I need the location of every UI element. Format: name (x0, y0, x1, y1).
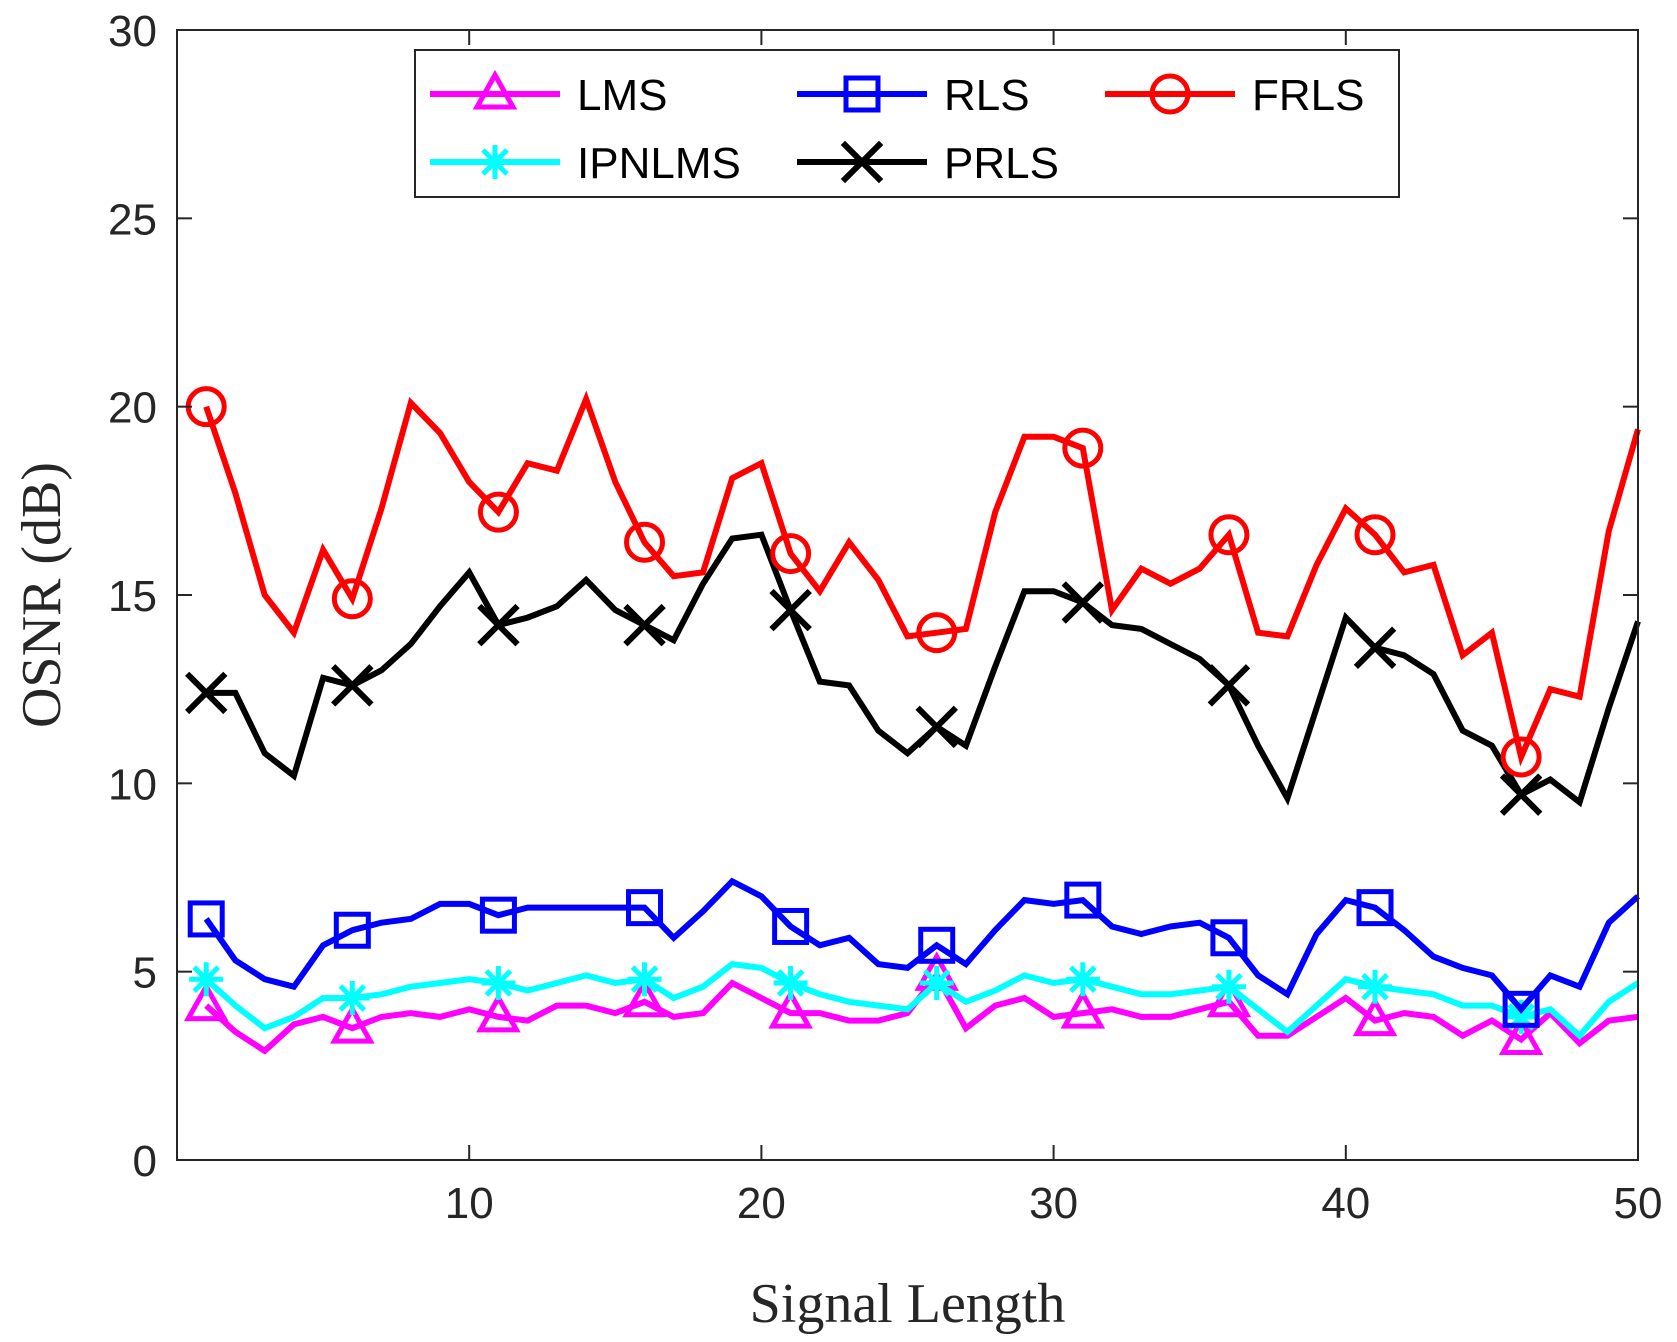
legend-item-ipnlms: IPNLMS (430, 139, 741, 188)
data-point-lms (1060, 989, 1106, 1029)
y-tick-label: 25 (108, 195, 157, 244)
axes: 10 20 30 40 50 0 5 10 15 20 25 30 (108, 7, 1662, 1228)
data-point-ipnlms (1065, 962, 1100, 997)
data-point-ipnlms (335, 981, 370, 1016)
series-prls (184, 531, 1641, 816)
legend-marker-lms (472, 69, 518, 110)
legend: LMS RLS FRLS IPNLMS PRLS (414, 49, 1400, 198)
legend-item-frls: FRLS (1105, 71, 1364, 120)
data-point-ipnlms (919, 965, 954, 1000)
data-point-frls (916, 612, 958, 654)
data-point-prls (1061, 581, 1105, 624)
series-line-ipnlms (204, 960, 1640, 1040)
data-point-frls (1062, 427, 1104, 469)
y-tick-label: 15 (108, 572, 157, 621)
data-point-rls (1210, 919, 1248, 957)
data-point-lms (622, 977, 667, 1018)
y-axis-title: OSNR (dB) (11, 462, 73, 728)
legend-item-prls: PRLS (797, 139, 1059, 188)
data-point-lms (476, 992, 521, 1033)
data-point-prls (477, 603, 520, 647)
series-ipnlms (189, 960, 1640, 1040)
data-point-rls (1064, 881, 1102, 919)
y-tick-label: 10 (108, 760, 157, 809)
data-point-prls (623, 603, 666, 647)
data-point-rls (918, 926, 956, 964)
series-rls (187, 877, 1641, 1028)
data-point-prls (1353, 626, 1397, 669)
x-axis-title: Signal Length (750, 1273, 1066, 1335)
data-point-prls (1499, 773, 1543, 816)
data-point-frls (1208, 514, 1250, 556)
x-tick-label: 40 (1321, 1179, 1370, 1228)
legend-label-ipnlms: IPNLMS (577, 139, 741, 188)
data-point-ipnlms (1211, 969, 1246, 1004)
legend-item-lms: LMS (430, 69, 667, 120)
data-point-frls (624, 521, 666, 563)
legend-marker-frls (1149, 73, 1191, 115)
y-tick-label: 30 (108, 7, 157, 56)
legend-label-lms: LMS (577, 71, 667, 120)
data-point-lms (330, 1004, 375, 1044)
y-tick-label: 20 (108, 384, 157, 433)
x-tick-label: 10 (445, 1179, 494, 1228)
legend-marker-rls (843, 75, 881, 113)
data-point-lms (768, 989, 813, 1029)
data-point-frls (477, 491, 519, 533)
data-point-lms (183, 981, 229, 1022)
data-point-rls (187, 900, 225, 938)
series-line-frls (203, 390, 1641, 767)
data-point-frls (1354, 514, 1396, 556)
data-point-frls (1500, 736, 1542, 778)
data-point-prls (915, 705, 958, 749)
x-tick-label: 20 (737, 1179, 786, 1228)
data-point-frls (770, 533, 812, 575)
data-point-rls (772, 907, 810, 945)
plot-area (183, 386, 1641, 1055)
data-point-ipnlms (627, 962, 662, 997)
legend-marker-prls (840, 140, 884, 184)
data-point-rls (1356, 889, 1394, 927)
data-point-ipnlms (1358, 969, 1393, 1004)
data-point-ipnlms (773, 965, 808, 1000)
data-point-rls (626, 889, 664, 927)
data-point-prls (769, 588, 812, 632)
data-point-prls (184, 671, 228, 715)
legend-marker-ipnlms (478, 145, 512, 179)
legend-item-rls: RLS (797, 71, 1030, 120)
y-tick-label: 5 (133, 949, 157, 998)
data-point-lms (1498, 1015, 1544, 1055)
data-point-ipnlms (189, 962, 224, 997)
legend-label-frls: FRLS (1252, 71, 1364, 120)
data-point-rls (333, 911, 371, 949)
x-tick-label: 50 (1614, 1179, 1663, 1228)
data-point-rls (479, 896, 517, 934)
legend-label-rls: RLS (944, 71, 1030, 120)
data-point-frls (331, 578, 373, 620)
data-point-ipnlms (1504, 999, 1539, 1034)
legend-box (414, 49, 1400, 198)
x-tick-label: 30 (1029, 1179, 1078, 1228)
data-point-prls (1207, 664, 1251, 707)
data-point-rls (1502, 990, 1540, 1028)
data-point-prls (331, 664, 374, 707)
y-tick-label: 0 (133, 1137, 157, 1186)
data-point-lms (1352, 996, 1398, 1037)
data-point-ipnlms (481, 965, 516, 1000)
legend-label-prls: PRLS (944, 139, 1059, 188)
